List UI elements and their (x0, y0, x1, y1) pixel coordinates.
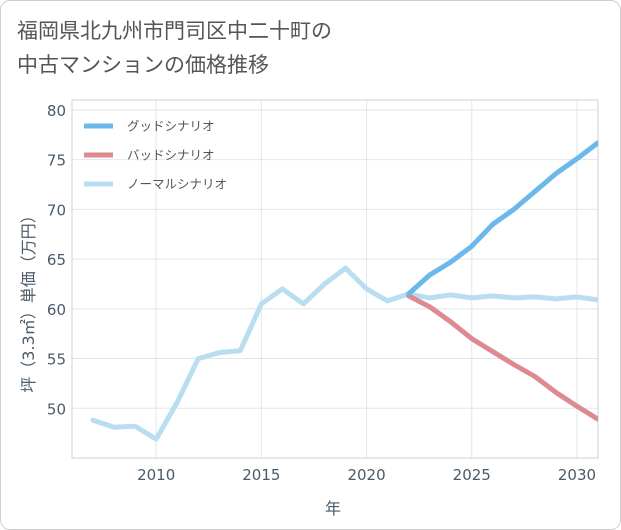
y-tick-label: 55 (47, 351, 66, 369)
x-tick-label: 2010 (137, 466, 175, 484)
chart-title-line-1: 福岡県北九州市門司区中二十町の (17, 19, 332, 43)
legend-label: グッドシナリオ (127, 119, 215, 134)
series-lines (90, 140, 598, 442)
y-tick-label: 80 (47, 102, 66, 120)
y-tick-label: 65 (47, 251, 66, 269)
x-tick-label: 2015 (242, 466, 280, 484)
legend-item-good: グッドシナリオ (84, 119, 215, 134)
y-tick-label: 50 (47, 400, 66, 418)
y-tick-label: 70 (47, 201, 66, 219)
y-axis-label: 坪（3.3㎡）単価（万円） (19, 207, 38, 392)
legend-item-bad: バッドシナリオ (84, 148, 215, 163)
y-tick-label: 75 (47, 152, 66, 170)
chart-title-line-2: 中古マンションの価格推移 (17, 53, 269, 77)
chart-title: 福岡県北九州市門司区中二十町の 中古マンションの価格推移 (17, 14, 332, 82)
x-axis-label: 年 (325, 499, 341, 518)
legend-label: バッドシナリオ (127, 148, 215, 163)
good-scenario-line (406, 140, 598, 297)
normal-scenario-line (90, 265, 598, 442)
y-axis-ticks: 50 55 60 65 70 75 80 (47, 102, 66, 418)
x-tick-label: 2020 (347, 466, 385, 484)
bad-scenario-line (406, 293, 598, 422)
x-tick-label: 2030 (558, 466, 596, 484)
legend-item-normal: ノーマルシナリオ (84, 177, 227, 192)
legend-label: ノーマルシナリオ (127, 177, 227, 192)
gridlines (72, 100, 598, 458)
plot-area (71, 99, 599, 459)
x-axis-ticks: 2010 2015 2020 2025 2030 (137, 466, 596, 484)
y-tick-label: 60 (47, 301, 66, 319)
x-tick-label: 2025 (453, 466, 491, 484)
